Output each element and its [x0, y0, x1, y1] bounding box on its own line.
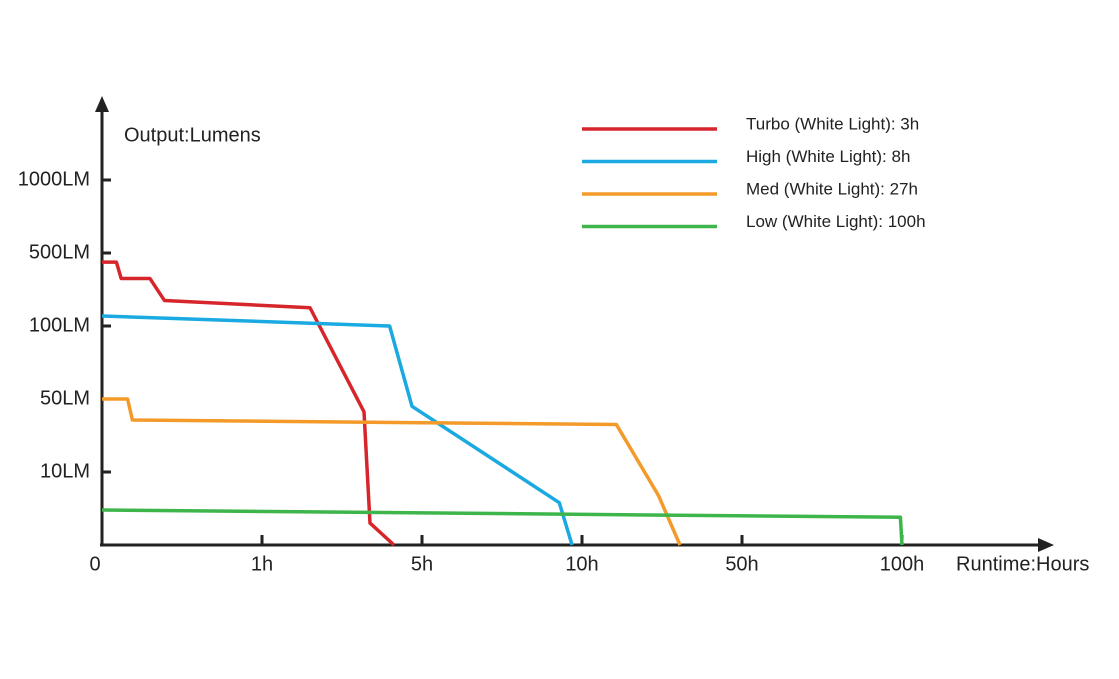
x-tick-label: 10h	[565, 553, 598, 575]
y-tick-label: 1000LM	[18, 168, 90, 190]
legend-label: Turbo (White Light): 3h	[746, 114, 919, 133]
series-line	[102, 260, 396, 547]
series-line	[102, 397, 682, 546]
y-axis-arrow	[95, 96, 109, 112]
legend-label: Low (White Light): 100h	[746, 212, 926, 231]
y-axis-label: Output:Lumens	[124, 124, 261, 146]
y-tick-label: 100LM	[29, 314, 90, 336]
x-tick-label: 5h	[411, 553, 433, 575]
series-line	[101, 508, 904, 546]
x-tick-label: 0	[89, 553, 100, 575]
x-tick-label: 50h	[725, 553, 758, 575]
legend-label: Med (White Light): 27h	[746, 179, 918, 198]
series-line	[101, 314, 574, 546]
x-tick-label: 100h	[880, 553, 925, 575]
x-axis-label: Runtime:Hours	[956, 553, 1089, 575]
x-tick-label: 1h	[251, 553, 273, 575]
legend-label: High (White Light): 8h	[746, 147, 910, 166]
x-axis-arrow	[1038, 538, 1054, 552]
y-tick-label: 500LM	[29, 241, 90, 263]
y-tick-label: 10LM	[40, 460, 90, 482]
y-tick-label: 50LM	[40, 387, 90, 409]
